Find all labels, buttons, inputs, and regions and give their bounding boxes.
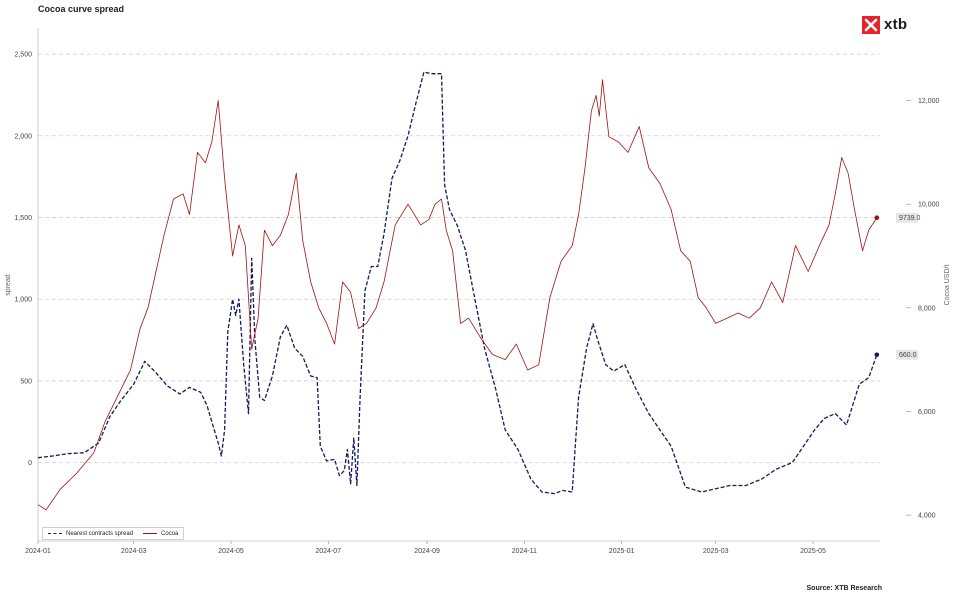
y-tick-label: 500 bbox=[20, 378, 32, 385]
y-tick-label: 2,500 bbox=[14, 52, 32, 59]
series-layer bbox=[37, 71, 880, 511]
y2-tick-label: 4,000 bbox=[918, 513, 936, 520]
end-labels: 660.0 9739.0 bbox=[896, 212, 921, 360]
cocoa-end-point bbox=[874, 215, 880, 221]
y2-tick-label: 8,000 bbox=[918, 305, 936, 312]
x-tick-label: 2024-05 bbox=[218, 548, 244, 555]
x-axis-ticks: 2024-01 2024-03 2024-05 2024-07 2024-09 2024-… bbox=[25, 541, 826, 555]
chart-title: Cocoa curve spread bbox=[38, 4, 125, 14]
y2-tick-label: 12,000 bbox=[918, 98, 940, 105]
x-tick-label: 2024-09 bbox=[414, 548, 440, 555]
x-tick-label: 2025-05 bbox=[800, 548, 826, 555]
y-tick-label: 0 bbox=[28, 460, 32, 467]
legend-label-spread: Nearest contracts spread bbox=[66, 530, 134, 537]
right-axis-ticks: 4,000 6,000 8,000 10,000 12,000 bbox=[906, 98, 940, 520]
source-note: Source: XTB Research bbox=[806, 585, 882, 592]
x-tick-label: 2024-07 bbox=[315, 548, 341, 555]
legend-label-cocoa: Cocoa bbox=[161, 530, 179, 537]
y2-tick-label: 6,000 bbox=[918, 409, 936, 416]
brand-logo: xtb bbox=[862, 15, 907, 34]
spread-end-label: 660.0 bbox=[899, 352, 917, 359]
legend-item-spread: Nearest contracts spread bbox=[48, 531, 133, 537]
spread-end-label-box bbox=[896, 349, 918, 360]
legend-swatch-cocoa bbox=[143, 533, 158, 534]
left-axis-label: spread bbox=[5, 274, 12, 296]
gridlines bbox=[38, 53, 880, 463]
left-axis-ticks: 0 500 1,000 1,500 2,000 2,500 bbox=[14, 52, 32, 467]
x-tick-label: 2024-11 bbox=[512, 548, 537, 555]
y-tick-label: 1,000 bbox=[14, 297, 32, 304]
x-tick-label: 2024-01 bbox=[25, 548, 51, 555]
y-tick-label: 1,500 bbox=[14, 215, 32, 222]
y2-tick-label: 10,000 bbox=[918, 202, 940, 209]
cocoa-end-label: 9739.0 bbox=[899, 215, 921, 222]
y-tick-label: 2,000 bbox=[14, 133, 32, 140]
xtb-logo-icon bbox=[862, 15, 880, 34]
legend-swatch-spread bbox=[48, 533, 62, 534]
x-tick-label: 2025-03 bbox=[703, 548, 729, 555]
right-axis-label: Cocoa USD/t bbox=[944, 265, 951, 306]
spread-end-point bbox=[874, 352, 880, 358]
cocoa-end-label-box bbox=[896, 212, 918, 223]
legend-item-cocoa: Cocoa bbox=[143, 531, 178, 537]
cocoa-series-line bbox=[37, 79, 878, 511]
x-tick-label: 2024-03 bbox=[121, 548, 147, 555]
spread-series-line bbox=[37, 71, 878, 495]
chart-legend: Nearest contracts spread Cocoa bbox=[42, 527, 185, 540]
logo-text: xtb bbox=[884, 16, 908, 33]
x-tick-label: 2025-01 bbox=[609, 548, 635, 555]
